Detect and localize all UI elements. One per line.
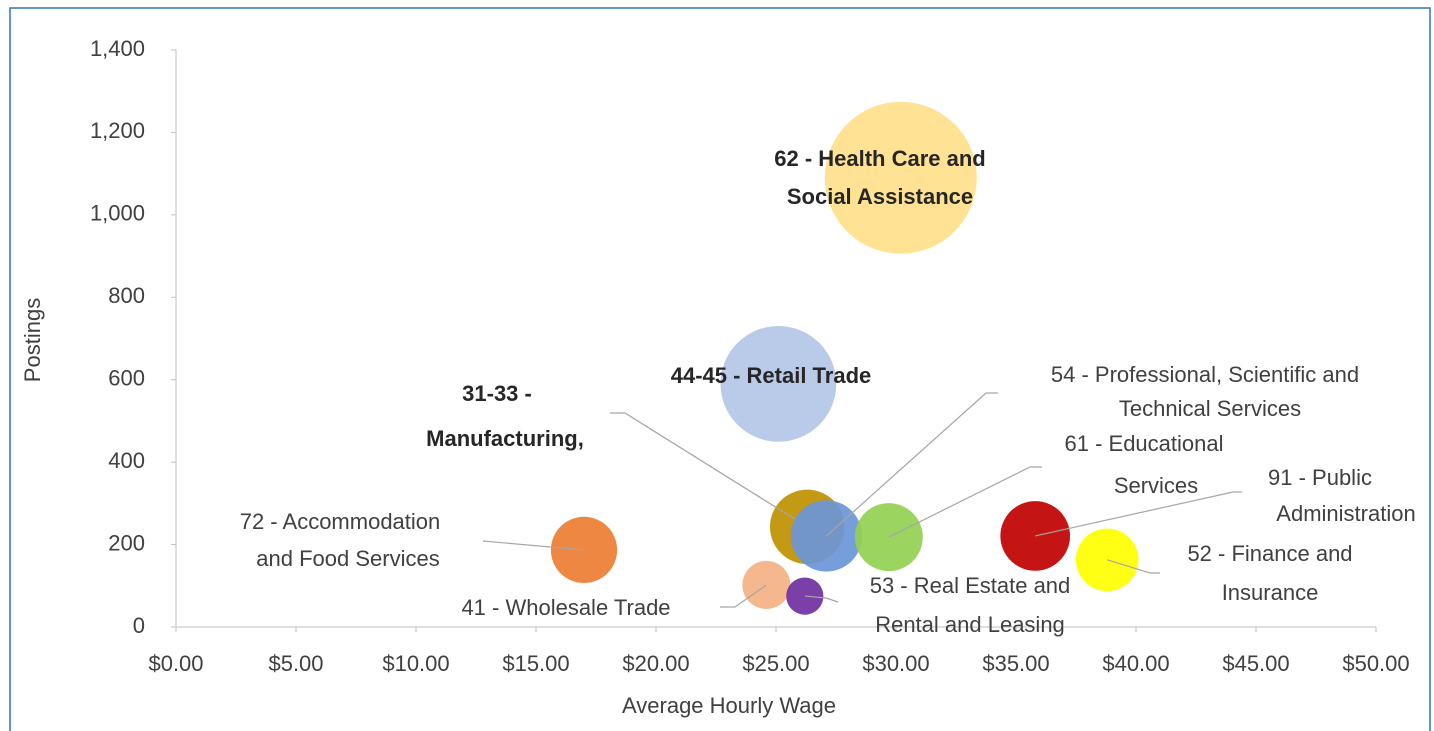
series-label: 31-33 - xyxy=(462,381,532,406)
x-tick-label: $25.00 xyxy=(742,651,809,676)
y-tick-label: 400 xyxy=(108,448,145,473)
series-label: Manufacturing, xyxy=(426,426,584,451)
leader-line xyxy=(610,412,808,528)
y-tick-label: 1,200 xyxy=(90,118,145,143)
series-label: 61 - Educational xyxy=(1065,431,1224,456)
series-label: 91 - Public xyxy=(1268,465,1372,490)
leader-line xyxy=(482,540,585,551)
frame xyxy=(9,7,1431,731)
series-label: Social Assistance xyxy=(787,184,973,209)
y-tick-label: 200 xyxy=(108,530,145,555)
x-tick-label: $5.00 xyxy=(268,651,323,676)
x-tick-label: $35.00 xyxy=(982,651,1049,676)
series-label: 41 - Wholesale Trade xyxy=(461,595,670,620)
x-tick-label: $15.00 xyxy=(502,651,569,676)
x-tick-label: $40.00 xyxy=(1102,651,1169,676)
y-tick-label: 600 xyxy=(108,366,145,391)
x-tick-label: $20.00 xyxy=(622,651,689,676)
series-label: Administration xyxy=(1276,501,1415,526)
series-label: 52 - Finance and xyxy=(1187,541,1352,566)
series-label: 54 - Professional, Scientific and xyxy=(1051,362,1359,387)
x-tick-label: $45.00 xyxy=(1222,651,1289,676)
y-tick-label: 1,000 xyxy=(90,201,145,226)
series-label: 72 - Accommodation xyxy=(240,509,441,534)
leader-line xyxy=(1035,491,1242,537)
x-tick-label: $50.00 xyxy=(1342,651,1409,676)
series-label: 44-45 - Retail Trade xyxy=(671,363,872,388)
leader-line xyxy=(888,466,1042,538)
bubble xyxy=(824,101,977,254)
leader-line xyxy=(804,595,839,603)
x-tick-label: $30.00 xyxy=(862,651,929,676)
series-label: Technical Services xyxy=(1119,396,1301,421)
series-label: and Food Services xyxy=(256,546,439,571)
y-tick-label: 800 xyxy=(108,283,145,308)
y-tick-label: 1,400 xyxy=(90,36,145,61)
leader-line xyxy=(825,392,998,537)
series-label: 53 - Real Estate and xyxy=(870,573,1071,598)
x-tick-label: $10.00 xyxy=(382,651,449,676)
y-tick-label: 0 xyxy=(133,613,145,638)
series-label: Rental and Leasing xyxy=(875,612,1065,637)
bubble xyxy=(720,325,837,442)
leader-line xyxy=(720,584,767,608)
series-label: 62 - Health Care and xyxy=(774,146,986,171)
series-label: Insurance xyxy=(1222,580,1319,605)
bubble xyxy=(1075,528,1139,592)
bubble xyxy=(786,577,824,615)
leader-line xyxy=(1107,559,1160,574)
x-tick-label: $0.00 xyxy=(148,651,203,676)
x-axis-title: Average Hourly Wage xyxy=(622,693,836,718)
y-axis-title: Postings xyxy=(20,298,45,382)
series-label: Services xyxy=(1114,473,1198,498)
